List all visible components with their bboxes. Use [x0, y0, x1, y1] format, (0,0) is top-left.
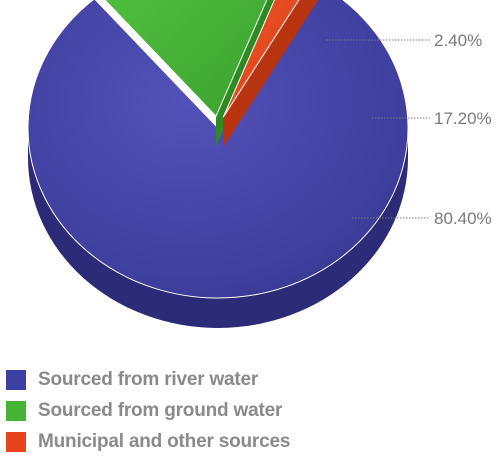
pie-chart: 80.40% 17.20% 2.40% [27, 0, 492, 328]
legend-label-river-water: Sourced from river water [38, 368, 259, 390]
legend: Sourced from river water Sourced from gr… [6, 364, 290, 457]
legend-label-ground-water: Sourced from ground water [38, 399, 283, 421]
slice-river-water [27, 0, 409, 299]
label-river-water: 80.40% [434, 209, 492, 228]
legend-item-ground-water: Sourced from ground water [6, 395, 290, 426]
legend-item-river-water: Sourced from river water [6, 364, 290, 395]
legend-swatch-ground-water [6, 400, 26, 421]
slice-municipal [222, 0, 300, 118]
label-ground-water: 17.20% [434, 109, 492, 128]
legend-item-municipal: Municipal and other sources [6, 426, 290, 457]
slice-ground-water [104, 0, 268, 118]
legend-label-municipal: Municipal and other sources [38, 430, 291, 452]
slice-municipal-cut-face [223, 0, 319, 148]
slice-river-water-side [28, 128, 408, 328]
label-municipal: 2.40% [434, 31, 482, 50]
legend-swatch-river-water [6, 369, 26, 390]
legend-swatch-municipal [6, 431, 26, 452]
